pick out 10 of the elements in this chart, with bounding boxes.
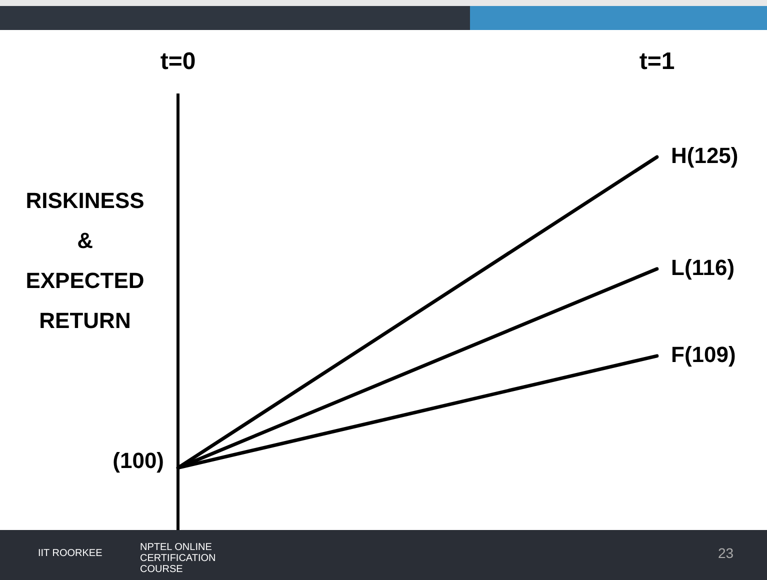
text: IIT ROORKEE (38, 548, 102, 559)
text: 23 (718, 545, 734, 561)
data-label: L(116) (671, 254, 735, 280)
text: NPTEL ONLINE CERTIFICATION COURSE (140, 542, 217, 575)
data-label: H(125) (671, 143, 738, 168)
data-label: (100) (112, 448, 164, 473)
data-label: F(109) (671, 342, 736, 367)
x-tick-label: t=1 (639, 48, 675, 76)
y-axis-title: RISKINESS & EXPECTED RETURN (26, 188, 144, 334)
x-tick-label: t=0 (160, 48, 196, 76)
